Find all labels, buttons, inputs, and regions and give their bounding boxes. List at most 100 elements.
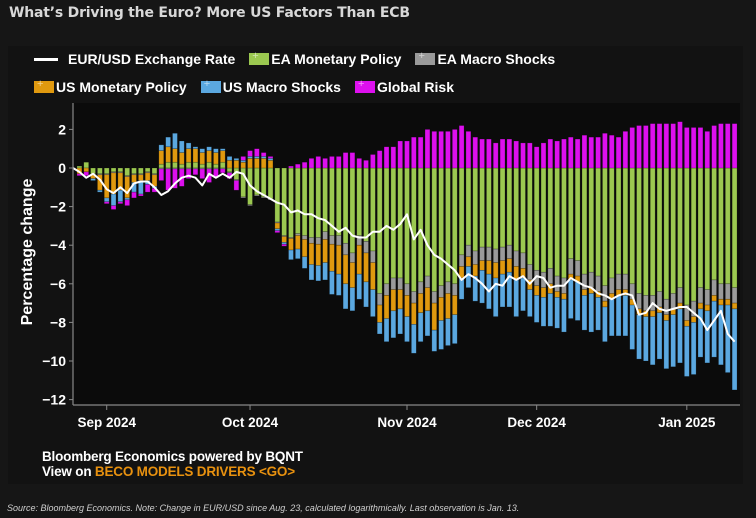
bar-global-risk [554, 140, 560, 169]
bar-us-macro-shocks [335, 273, 342, 296]
bar-ea-macro-shocks [643, 295, 649, 312]
bar-us-monetary-policy [465, 256, 472, 267]
bar-us-macro-shocks [192, 146, 199, 150]
bar-us-monetary-policy [417, 293, 424, 314]
y-tick-label: 2 [58, 121, 66, 137]
bar-global-risk [615, 136, 622, 169]
bar-us-macro-shocks [438, 320, 444, 350]
bar-us-monetary-policy [554, 291, 560, 298]
legend-item-eurusd[interactable]: EUR/USD Exchange Rate [34, 51, 235, 67]
bar-us-monetary-policy [438, 297, 444, 321]
bar-us-macro-shocks [636, 314, 642, 360]
bar-global-risk [492, 142, 499, 169]
bar-global-risk [219, 168, 226, 174]
bar-global-risk [452, 129, 458, 169]
bar-global-risk [643, 125, 649, 169]
y-tick-label: −4 [50, 237, 66, 253]
bar-ea-macro-shocks [622, 273, 629, 290]
bar-ea-monetary-policy [199, 163, 206, 169]
bar-ea-monetary-policy [131, 167, 137, 175]
bar-ea-macro-shocks [322, 231, 328, 240]
bar-ea-macro-shocks [677, 287, 683, 304]
bar-us-macro-shocks [540, 297, 547, 327]
bar-ea-monetary-policy [499, 167, 506, 248]
bar-global-risk [199, 168, 206, 179]
bar-us-monetary-policy [172, 148, 178, 163]
bar-ea-macro-shocks [370, 250, 376, 263]
bar-global-risk [486, 138, 492, 169]
legend-item-us-macro[interactable]: US Macro Shocks [200, 78, 341, 95]
bar-us-macro-shocks [704, 310, 711, 364]
bar-us-macro-shocks [390, 310, 397, 339]
bar-ea-monetary-policy [158, 163, 165, 169]
bar-ea-macro-shocks [588, 271, 595, 288]
bar-global-risk [144, 184, 151, 193]
swatch-icon [249, 50, 270, 65]
bar-ea-macro-shocks [472, 250, 479, 265]
bar-us-macro-shocks [588, 293, 595, 333]
bar-us-monetary-policy [390, 289, 397, 312]
bar-us-monetary-policy [376, 304, 383, 323]
bar-ea-monetary-policy [431, 167, 438, 292]
bar-ea-macro-shocks [697, 287, 704, 304]
legend-item-ea-macro[interactable]: EA Macro Shocks [415, 50, 555, 67]
legend-item-us-monetary[interactable]: US Monetary Policy [34, 78, 187, 95]
bar-ea-monetary-policy [506, 167, 513, 246]
legend-label: EA Monetary Policy [271, 51, 402, 67]
bar-global-risk [383, 146, 390, 169]
bar-ea-macro-shocks [438, 285, 444, 298]
bar-us-macro-shocks [533, 295, 540, 323]
bar-global-risk [670, 123, 676, 169]
bar-us-monetary-policy [192, 148, 199, 163]
bar-ea-monetary-policy [192, 161, 199, 169]
bar-us-monetary-policy [697, 302, 704, 310]
bar-us-monetary-policy [138, 174, 144, 181]
bar-us-monetary-policy [206, 150, 212, 163]
bar-us-monetary-policy [718, 298, 724, 306]
bar-global-risk [431, 131, 438, 169]
bar-global-risk [588, 136, 595, 169]
bar-ea-monetary-policy [533, 167, 540, 271]
beco-link[interactable]: BECO MODELS DRIVERS <GO> [94, 464, 295, 479]
bar-ea-macro-shocks [383, 283, 390, 296]
bar-ea-monetary-policy [179, 163, 185, 169]
bar-us-monetary-policy [663, 314, 670, 321]
bar-us-macro-shocks [185, 142, 192, 150]
bar-global-risk [499, 138, 506, 169]
bar-us-monetary-policy [179, 152, 185, 165]
chart-title: What’s Driving the Euro? More US Factors… [9, 5, 410, 21]
bar-ea-monetary-policy [684, 167, 690, 306]
bar-ea-macro-shocks [499, 246, 506, 261]
bar-ea-macro-shocks [458, 254, 465, 267]
bar-ea-monetary-policy [656, 167, 663, 292]
bar-global-risk [172, 168, 178, 189]
bar-ea-monetary-policy [554, 167, 560, 277]
bar-global-risk [213, 168, 219, 177]
bar-us-monetary-policy [274, 222, 281, 230]
bar-us-monetary-policy [499, 260, 506, 275]
bar-global-risk [602, 132, 608, 169]
y-tick-label: −10 [42, 353, 66, 369]
legend-item-ea-monetary[interactable]: EA Monetary Policy [249, 50, 402, 67]
bar-us-macro-shocks [452, 314, 458, 344]
bar-us-macro-shocks [370, 289, 376, 317]
bar-us-monetary-policy [383, 295, 390, 319]
y-tick-label: −8 [50, 314, 66, 330]
source-note: Source: Bloomberg Economics. Note: Chang… [7, 503, 520, 513]
bar-ea-monetary-policy [267, 167, 274, 200]
bar-ea-macro-shocks [725, 283, 731, 300]
bar-us-macro-shocks [711, 300, 717, 358]
bar-global-risk [465, 131, 472, 169]
bar-us-monetary-policy [602, 300, 608, 308]
bar-ea-macro-shocks [363, 241, 369, 254]
bar-us-macro-shocks [574, 281, 581, 321]
bar-us-macro-shocks [677, 308, 683, 364]
legend-item-global-risk[interactable]: Global Risk [354, 78, 454, 95]
bar-us-macro-shocks [213, 148, 219, 153]
bar-ea-macro-shocks [486, 246, 492, 261]
bar-us-monetary-policy [520, 268, 526, 279]
line-swatch-icon [34, 57, 58, 61]
bar-us-monetary-policy [711, 295, 717, 302]
bar-ea-macro-shocks [445, 281, 451, 294]
bar-ea-monetary-policy [295, 167, 301, 234]
